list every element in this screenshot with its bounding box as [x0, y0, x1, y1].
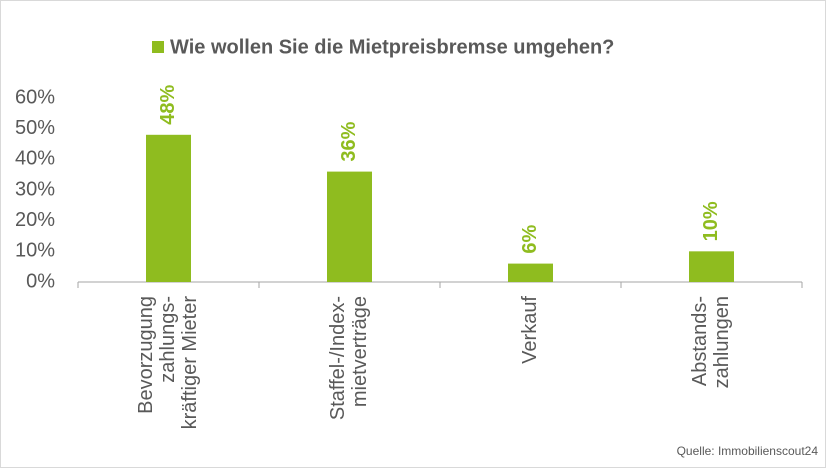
- y-tick-label: 10%: [15, 240, 55, 262]
- x-tick-label: kräftiger Mieter: [179, 296, 201, 430]
- value-label: 6%: [519, 224, 541, 253]
- bar: [689, 251, 734, 282]
- x-tick-label: zahlungen: [711, 296, 733, 388]
- y-tick-label: 0%: [26, 270, 55, 292]
- x-tick-label: Abstands-: [689, 296, 711, 386]
- legend-label: Wie wollen Sie die Mietpreisbremse umgeh…: [170, 36, 614, 58]
- bar: [146, 134, 191, 282]
- value-label: 10%: [700, 201, 722, 241]
- value-label: 36%: [338, 121, 360, 161]
- y-tick-label: 60%: [15, 86, 55, 108]
- x-tick-label: mietverträge: [349, 296, 371, 407]
- x-tick-label: Staffel-/Index-: [327, 296, 349, 420]
- source-note: Quelle: Immobilienscout24: [677, 444, 819, 458]
- y-tick-label: 30%: [15, 178, 55, 200]
- y-tick-label: 20%: [15, 209, 55, 231]
- y-tick-label: 40%: [15, 148, 55, 170]
- x-tick-label: Verkauf: [519, 296, 541, 364]
- x-tick-label: zahlungs-: [157, 296, 179, 383]
- bar: [508, 263, 553, 282]
- value-label: 48%: [157, 85, 179, 125]
- legend-swatch: [152, 41, 164, 53]
- y-tick-label: 50%: [15, 117, 55, 139]
- x-tick-label: Bevorzugung: [135, 296, 157, 414]
- bar: [327, 171, 372, 282]
